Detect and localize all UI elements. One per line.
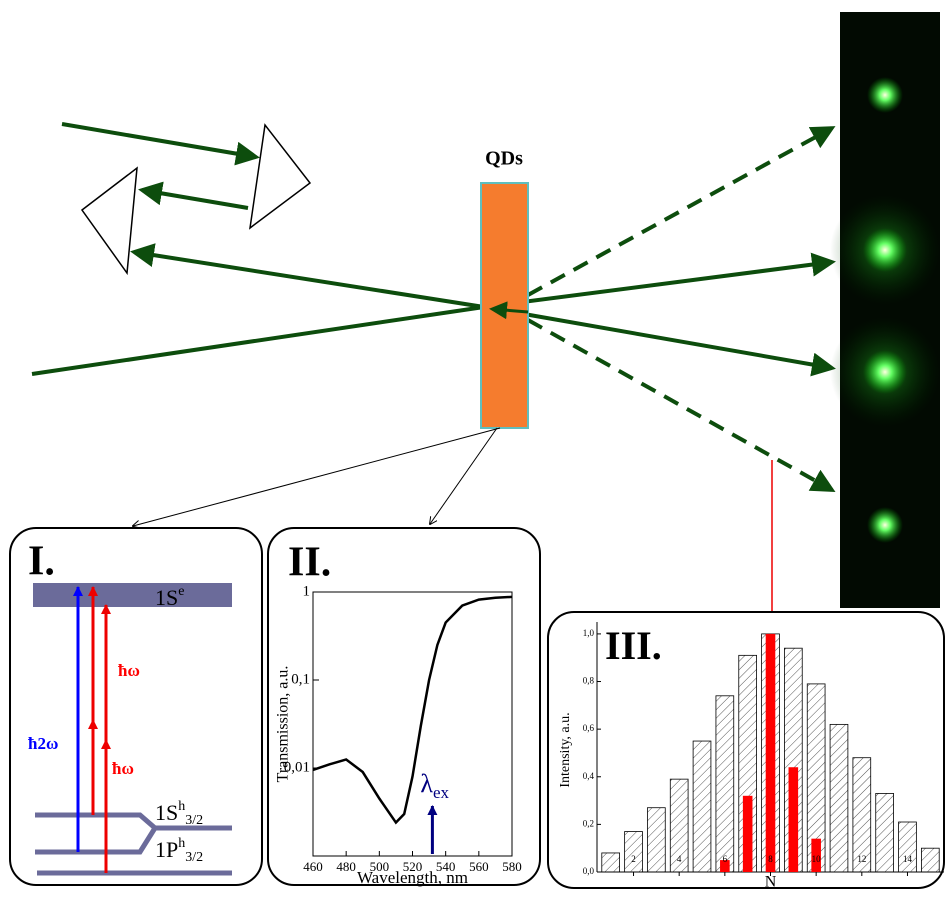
level-name: 1P: [155, 837, 178, 862]
pointer: [133, 428, 500, 526]
bar: [789, 767, 799, 872]
bar: [602, 853, 620, 872]
x-axis-label: Wavelength, nm: [357, 868, 468, 887]
y-tick-label: 0,2: [583, 818, 594, 828]
y-tick-label: 1,0: [583, 628, 595, 638]
y-tick-label: 0,1: [291, 671, 310, 687]
y-tick-label: 0,8: [583, 676, 595, 686]
level-name: 1S: [155, 800, 178, 825]
annotation-sub: ex: [433, 783, 450, 802]
panel-label: II.: [288, 540, 331, 586]
x-axis-label: N: [765, 874, 777, 891]
figure: QDs I. 1Se1Sh3/21Ph3/2ħ2ωħωħω46048050052…: [0, 0, 946, 898]
y-tick-label: 0,6: [583, 723, 595, 733]
pointer: [430, 428, 497, 524]
panel-label: III.: [605, 623, 662, 668]
transition-label: ħω: [118, 661, 140, 680]
bar: [647, 808, 665, 872]
y-axis-label: Intensity, a.u.: [558, 712, 573, 787]
transition-label: ħ2ω: [28, 734, 58, 753]
level-sub: 3/2: [185, 813, 203, 828]
bar: [921, 848, 939, 872]
bar: [743, 796, 753, 872]
transition-label: ħω: [112, 759, 134, 778]
x-tick-label: 14: [903, 854, 913, 864]
x-tick-label: 2: [631, 854, 636, 864]
prism: [82, 168, 137, 273]
level-sup: h: [178, 799, 185, 814]
x-tick-label: 460: [303, 859, 323, 874]
prism: [250, 125, 310, 228]
x-tick-label: 10: [812, 854, 822, 864]
bar: [766, 634, 776, 872]
sample-label: QDs: [485, 148, 523, 170]
bar: [693, 741, 711, 872]
bar: [876, 793, 894, 872]
x-tick-label: 580: [502, 859, 522, 874]
level-sub: 3/2: [185, 850, 203, 865]
x-tick-label: 560: [469, 859, 489, 874]
diffraction-image: [830, 12, 940, 608]
y-axis-label: Transmission, a.u.: [275, 666, 292, 783]
x-tick-label: 4: [677, 854, 682, 864]
bar: [716, 696, 734, 872]
y-tick-label: 1: [303, 583, 311, 599]
beams: [32, 124, 832, 490]
x-tick-label: 6: [723, 854, 728, 864]
panel-label: I.: [28, 539, 55, 585]
x-tick-label: 8: [768, 854, 773, 864]
qd-sample: [481, 183, 528, 428]
bar: [830, 724, 848, 872]
level-name: 1S: [155, 585, 178, 610]
x-tick-label: 480: [336, 859, 356, 874]
annotation-symbol: λ: [420, 769, 433, 798]
bar: [899, 822, 917, 872]
x-tick-label: 12: [857, 854, 866, 864]
level-sup: e: [178, 584, 184, 599]
bar: [625, 832, 643, 872]
y-tick-label: 0,4: [583, 771, 595, 781]
y-tick-label: 0,0: [583, 866, 595, 876]
level-sup: h: [178, 836, 185, 851]
